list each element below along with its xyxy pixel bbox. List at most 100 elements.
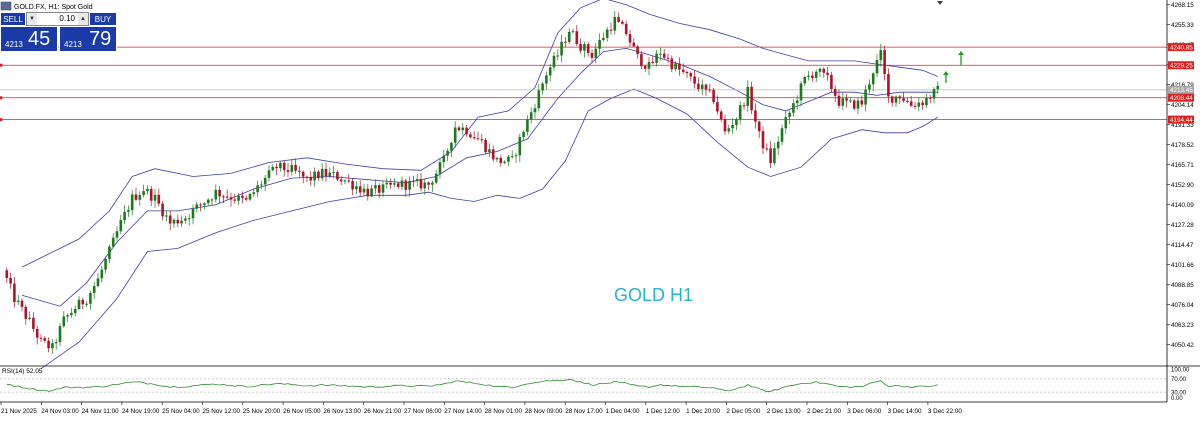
buy-price-button[interactable]: 4213 79 bbox=[59, 26, 117, 52]
candle bbox=[564, 37, 567, 48]
candle-body bbox=[396, 183, 400, 187]
candle bbox=[491, 145, 495, 162]
candle bbox=[279, 161, 282, 172]
candle bbox=[845, 94, 848, 108]
lot-decrease-icon[interactable]: ▼ bbox=[27, 13, 37, 25]
candle bbox=[309, 170, 313, 186]
candle-body bbox=[617, 17, 620, 22]
price-tick-label: 4140.09 bbox=[1171, 202, 1194, 209]
candle bbox=[792, 99, 795, 117]
candle bbox=[898, 94, 902, 105]
candle-body bbox=[165, 215, 168, 217]
candle-body bbox=[655, 53, 658, 63]
candle bbox=[453, 121, 457, 148]
candle bbox=[32, 312, 35, 333]
lot-size-input[interactable]: 0.10 bbox=[59, 14, 75, 23]
candle bbox=[51, 339, 54, 354]
candle-body bbox=[187, 218, 191, 220]
candle-body bbox=[214, 189, 218, 200]
candle bbox=[537, 84, 541, 112]
candle-body bbox=[248, 193, 252, 200]
time-tick-label: 3 Dec 22:00 bbox=[928, 408, 962, 415]
candle-body bbox=[799, 83, 803, 101]
candle-body bbox=[130, 194, 134, 211]
candle bbox=[689, 71, 693, 82]
candle bbox=[358, 180, 362, 197]
candle-body bbox=[898, 96, 902, 99]
candle bbox=[757, 120, 761, 139]
candle-body bbox=[879, 50, 883, 61]
candle-body bbox=[594, 48, 598, 58]
candle bbox=[499, 154, 503, 167]
candle-body bbox=[723, 119, 727, 132]
candle bbox=[115, 226, 119, 242]
candle bbox=[936, 81, 940, 94]
candle bbox=[70, 307, 73, 318]
candle bbox=[343, 179, 347, 185]
candle bbox=[35, 325, 39, 345]
symbol-menu-icon[interactable] bbox=[0, 1, 12, 11]
candle bbox=[674, 61, 677, 72]
candle-body bbox=[16, 300, 20, 302]
candle bbox=[590, 49, 594, 64]
candle-body bbox=[514, 155, 518, 157]
candle-body bbox=[336, 172, 339, 180]
candle-body bbox=[469, 134, 472, 138]
candle bbox=[560, 34, 563, 63]
candle-body bbox=[111, 237, 115, 247]
rsi-axis-label: 100.00 bbox=[1171, 367, 1190, 373]
candle-body bbox=[518, 136, 522, 156]
candle bbox=[503, 160, 506, 165]
time-axis[interactable]: 21 Nov 2025 24 Nov 03:00 24 Nov 11:00 24 No… bbox=[0, 402, 962, 415]
candle bbox=[518, 133, 522, 163]
price-tag-label-r2: 4229.25 bbox=[1170, 63, 1193, 70]
candle bbox=[89, 290, 92, 310]
candle-body bbox=[670, 58, 674, 70]
candle bbox=[746, 80, 750, 112]
candle bbox=[62, 311, 66, 328]
candle bbox=[894, 95, 898, 108]
price-tick-label: 4127.28 bbox=[1171, 222, 1194, 229]
rsi-axis-label: 30.00 bbox=[1171, 390, 1187, 396]
candle bbox=[602, 32, 605, 42]
candle bbox=[24, 304, 28, 325]
candle-body bbox=[621, 21, 624, 24]
candle-body bbox=[545, 75, 548, 84]
rsi-axis-label: 70.00 bbox=[1171, 377, 1187, 383]
candle bbox=[301, 170, 305, 184]
candle bbox=[419, 173, 423, 192]
candle bbox=[719, 109, 723, 122]
sell-price-button[interactable]: 4213 45 bbox=[0, 26, 58, 52]
candle bbox=[613, 10, 617, 35]
candle-body bbox=[279, 162, 282, 169]
candle bbox=[822, 67, 826, 78]
candle-body bbox=[218, 189, 221, 197]
candle-body bbox=[830, 74, 833, 89]
candle bbox=[628, 30, 632, 48]
candle-body bbox=[890, 96, 894, 103]
candle-body bbox=[579, 44, 582, 51]
price-axis[interactable]: 4268.154255.334242.474229.664216.794204.… bbox=[1167, 2, 1194, 349]
sell-button[interactable]: SELL bbox=[0, 12, 26, 26]
chart-shift-marker-icon[interactable] bbox=[937, 1, 943, 5]
candle-body bbox=[453, 127, 457, 143]
candle bbox=[104, 256, 107, 274]
candle-body bbox=[233, 199, 237, 201]
candle bbox=[799, 80, 803, 107]
candle-body bbox=[282, 162, 286, 171]
level-marker-2 bbox=[0, 63, 3, 67]
lot-size-stepper[interactable]: ▼ 0.10 ▲ bbox=[26, 12, 89, 26]
candle-body bbox=[92, 286, 96, 294]
candle bbox=[282, 160, 286, 177]
lot-increase-icon[interactable]: ▲ bbox=[78, 13, 88, 25]
candle-body bbox=[54, 342, 58, 344]
candle bbox=[404, 178, 408, 197]
candle bbox=[890, 95, 894, 107]
candle-body bbox=[237, 195, 240, 201]
candle-body bbox=[567, 31, 571, 43]
candle-body bbox=[586, 44, 590, 53]
buy-button[interactable]: BUY bbox=[89, 12, 117, 26]
one-click-trading-panel: SELL ▼ 0.10 ▲ BUY 4213 45 4213 79 bbox=[0, 12, 117, 52]
